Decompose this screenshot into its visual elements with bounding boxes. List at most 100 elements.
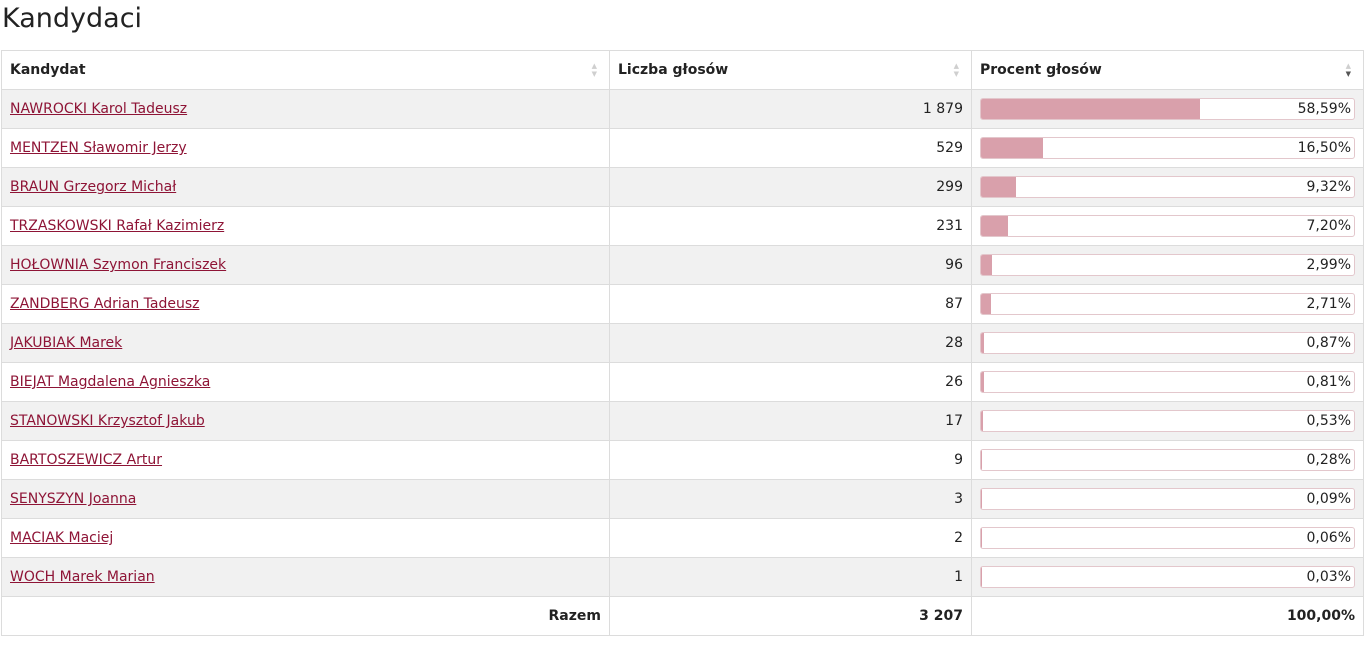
candidate-cell: NAWROCKI Karol Tadeusz xyxy=(1,89,610,129)
percent-bar-fill xyxy=(981,216,1008,236)
table-row: NAWROCKI Karol Tadeusz 1 879 58,59% xyxy=(1,89,1364,129)
header-procent-glosow-label: Procent głosów xyxy=(980,62,1102,78)
percent-bar: 16,50% xyxy=(980,137,1355,159)
percent-cell: 0,06% xyxy=(971,518,1364,558)
candidate-link[interactable]: BIEJAT Magdalena Agnieszka xyxy=(10,374,211,390)
percent-label: 0,03% xyxy=(1306,569,1351,585)
percent-bar-fill xyxy=(981,372,985,392)
percent-label: 0,81% xyxy=(1306,374,1351,390)
percent-cell: 0,53% xyxy=(971,401,1364,441)
candidate-cell: TRZASKOWSKI Rafał Kazimierz xyxy=(1,206,610,246)
candidates-table: Kandydat ▲ ▼ Liczba głosów ▲ ▼ Procent gło… xyxy=(1,50,1364,636)
candidate-link[interactable]: ZANDBERG Adrian Tadeusz xyxy=(10,296,200,312)
candidate-cell: MENTZEN Sławomir Jerzy xyxy=(1,128,610,168)
sort-arrows-icon[interactable]: ▲ ▼ xyxy=(591,62,597,78)
votes-cell: 3 xyxy=(609,479,972,519)
candidate-cell: ZANDBERG Adrian Tadeusz xyxy=(1,284,610,324)
candidate-link[interactable]: JAKUBIAK Marek xyxy=(10,335,123,351)
percent-cell: 7,20% xyxy=(971,206,1364,246)
percent-label: 0,06% xyxy=(1306,530,1351,546)
percent-label: 7,20% xyxy=(1306,218,1351,234)
percent-cell: 0,28% xyxy=(971,440,1364,480)
total-row: Razem 3 207 100,00% xyxy=(1,596,1364,636)
candidate-cell: BRAUN Grzegorz Michał xyxy=(1,167,610,207)
percent-bar-fill xyxy=(981,450,983,470)
table-row: TRZASKOWSKI Rafał Kazimierz 231 7,20% xyxy=(1,206,1364,246)
candidate-link[interactable]: STANOWSKI Krzysztof Jakub xyxy=(10,413,205,429)
percent-bar: 58,59% xyxy=(980,98,1355,120)
percent-label: 16,50% xyxy=(1297,140,1351,156)
candidate-link[interactable]: BRAUN Grzegorz Michał xyxy=(10,179,177,195)
percent-bar: 0,81% xyxy=(980,371,1355,393)
total-label: Razem xyxy=(1,596,610,636)
table-row: HOŁOWNIA Szymon Franciszek 96 2,99% xyxy=(1,245,1364,285)
candidate-link[interactable]: SENYSZYN Joanna xyxy=(10,491,137,507)
page-title: Kandydaci xyxy=(2,3,143,34)
votes-cell: 529 xyxy=(609,128,972,168)
percent-bar-fill xyxy=(981,255,993,275)
percent-bar-fill xyxy=(981,138,1043,158)
table-row: BRAUN Grzegorz Michał 299 9,32% xyxy=(1,167,1364,207)
percent-bar-fill xyxy=(981,99,1200,119)
votes-cell: 1 879 xyxy=(609,89,972,129)
candidate-cell: BARTOSZEWICZ Artur xyxy=(1,440,610,480)
table-row: JAKUBIAK Marek 28 0,87% xyxy=(1,323,1364,363)
header-liczba-glosow[interactable]: Liczba głosów ▲ ▼ xyxy=(609,50,972,90)
candidate-link[interactable]: MACIAK Maciej xyxy=(10,530,114,546)
table-row: MACIAK Maciej 2 0,06% xyxy=(1,518,1364,558)
percent-label: 2,71% xyxy=(1306,296,1351,312)
percent-bar: 0,03% xyxy=(980,566,1355,588)
candidate-link[interactable]: BARTOSZEWICZ Artur xyxy=(10,452,163,468)
percent-bar: 0,53% xyxy=(980,410,1355,432)
header-procent-glosow[interactable]: Procent głosów ▲ ▼ xyxy=(971,50,1364,90)
candidate-cell: BIEJAT Magdalena Agnieszka xyxy=(1,362,610,402)
votes-cell: 231 xyxy=(609,206,972,246)
percent-bar: 0,06% xyxy=(980,527,1355,549)
votes-cell: 26 xyxy=(609,362,972,402)
percent-cell: 2,99% xyxy=(971,245,1364,285)
header-kandydat-label: Kandydat xyxy=(10,62,86,78)
table-row: BARTOSZEWICZ Artur 9 0,28% xyxy=(1,440,1364,480)
percent-bar: 0,28% xyxy=(980,449,1355,471)
percent-label: 0,09% xyxy=(1306,491,1351,507)
candidate-link[interactable]: MENTZEN Sławomir Jerzy xyxy=(10,140,187,156)
percent-label: 9,32% xyxy=(1306,179,1351,195)
percent-cell: 0,81% xyxy=(971,362,1364,402)
percent-bar-fill xyxy=(981,333,985,353)
percent-cell: 9,32% xyxy=(971,167,1364,207)
percent-cell: 16,50% xyxy=(971,128,1364,168)
candidate-cell: HOŁOWNIA Szymon Franciszek xyxy=(1,245,610,285)
percent-cell: 0,87% xyxy=(971,323,1364,363)
candidate-link[interactable]: TRZASKOWSKI Rafał Kazimierz xyxy=(10,218,225,234)
header-kandydat[interactable]: Kandydat ▲ ▼ xyxy=(1,50,610,90)
percent-bar: 2,71% xyxy=(980,293,1355,315)
candidate-cell: SENYSZYN Joanna xyxy=(1,479,610,519)
sort-desc-icon[interactable]: ▲ ▼ xyxy=(1345,62,1351,78)
candidate-link[interactable]: WOCH Marek Marian xyxy=(10,569,155,585)
votes-cell: 87 xyxy=(609,284,972,324)
candidate-cell: STANOWSKI Krzysztof Jakub xyxy=(1,401,610,441)
percent-bar: 0,09% xyxy=(980,488,1355,510)
percent-bar-fill xyxy=(981,177,1016,197)
percent-cell: 2,71% xyxy=(971,284,1364,324)
total-percent: 100,00% xyxy=(971,596,1364,636)
percent-bar-fill xyxy=(981,411,983,431)
votes-cell: 17 xyxy=(609,401,972,441)
sort-arrows-icon[interactable]: ▲ ▼ xyxy=(953,62,959,78)
candidate-link[interactable]: NAWROCKI Karol Tadeusz xyxy=(10,101,188,117)
percent-label: 0,28% xyxy=(1306,452,1351,468)
candidate-cell: JAKUBIAK Marek xyxy=(1,323,610,363)
percent-label: 0,53% xyxy=(1306,413,1351,429)
candidate-cell: MACIAK Maciej xyxy=(1,518,610,558)
votes-cell: 2 xyxy=(609,518,972,558)
candidate-link[interactable]: HOŁOWNIA Szymon Franciszek xyxy=(10,257,227,273)
percent-bar: 2,99% xyxy=(980,254,1355,276)
percent-bar: 7,20% xyxy=(980,215,1355,237)
table-header-row: Kandydat ▲ ▼ Liczba głosów ▲ ▼ Procent gło… xyxy=(1,50,1364,90)
table-row: SENYSZYN Joanna 3 0,09% xyxy=(1,479,1364,519)
total-votes: 3 207 xyxy=(609,596,972,636)
candidate-cell: WOCH Marek Marian xyxy=(1,557,610,597)
percent-bar: 9,32% xyxy=(980,176,1355,198)
percent-cell: 0,03% xyxy=(971,557,1364,597)
percent-label: 2,99% xyxy=(1306,257,1351,273)
